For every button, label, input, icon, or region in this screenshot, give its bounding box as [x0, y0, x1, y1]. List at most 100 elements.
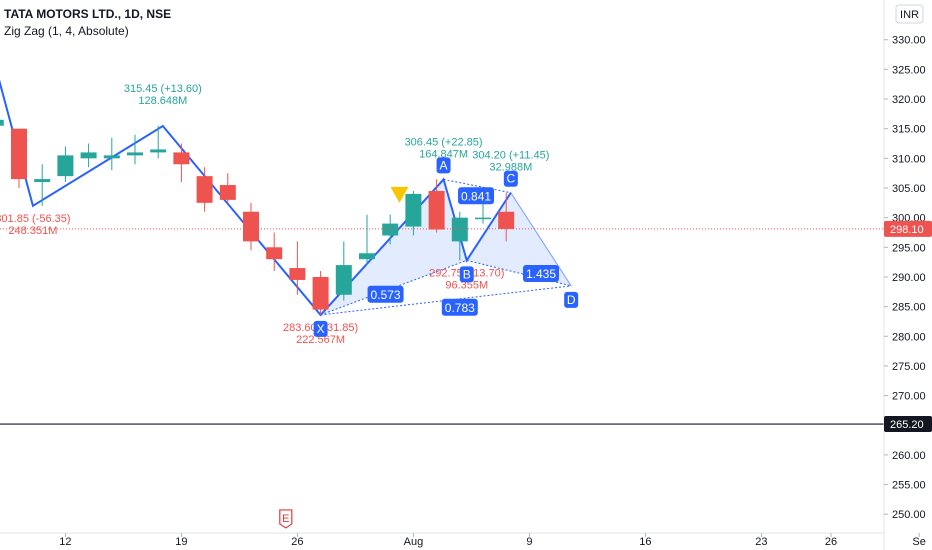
price-tick-label: 255.00	[892, 480, 926, 492]
candle	[11, 128, 27, 188]
last-price-label: 298.10	[890, 224, 924, 236]
candle	[312, 271, 329, 315]
pivot-volume-label: 164.847M	[419, 148, 468, 160]
currency-label: INR	[900, 9, 919, 21]
pattern-ratio-label: 0.841	[461, 189, 491, 203]
time-tick-label: 26	[825, 536, 837, 548]
pivot-volume-label: 222.567M	[296, 334, 345, 346]
time-axis[interactable]: 12 19 26 Aug 9 16 23 26 Se	[0, 532, 926, 548]
candle-body	[103, 155, 120, 159]
pivot-price-label: 304.20 (+11.45)	[472, 150, 549, 162]
symbol-title[interactable]: TATA MOTORS LTD., 1D, NSE	[4, 7, 172, 21]
time-tick-label: 23	[755, 536, 767, 548]
candle	[127, 134, 143, 165]
pattern-dotted-line	[443, 178, 511, 194]
pattern-point-a-label: A	[440, 158, 448, 172]
candle-body	[312, 276, 329, 310]
price-tick-label: 275.00	[892, 361, 926, 373]
earnings-event-label: E	[282, 513, 289, 525]
pattern-point-a-badge	[436, 157, 451, 174]
candle-body	[127, 152, 143, 156]
candle	[103, 137, 120, 171]
horizontal-level-tag	[884, 416, 932, 433]
candle	[173, 143, 190, 183]
price-tick-label: 250.00	[892, 509, 926, 521]
price-tick-label: 295.00	[892, 242, 926, 254]
candle	[359, 214, 375, 266]
candle-body	[196, 176, 213, 203]
price-tick-label: 320.00	[892, 94, 926, 106]
pattern-ratio-badge	[523, 265, 559, 282]
pivot-volume-label: 96.355M	[445, 279, 488, 291]
pivot-volume-label: 32.988M	[489, 162, 532, 174]
pattern-point-b-label: B	[463, 267, 471, 281]
pattern-ratio-badge	[458, 187, 495, 205]
horizontal-level-label: 265.20	[890, 419, 924, 431]
candle	[196, 167, 213, 212]
candle	[57, 146, 74, 183]
pattern-point-x-badge	[313, 320, 328, 337]
pattern-point-b-badge	[459, 266, 474, 283]
candle	[80, 143, 97, 168]
pivot-price-label: 315.45 (+13.60)	[124, 83, 202, 95]
time-tick-label: 19	[175, 536, 187, 548]
pattern-point-c-badge	[503, 170, 518, 187]
candle	[0, 119, 4, 126]
candle-body	[289, 268, 306, 280]
pivot-price-label: 306.45 (+22.85)	[405, 136, 483, 148]
price-tick-label: 325.00	[892, 64, 926, 76]
time-tick-label: 12	[59, 536, 71, 548]
pattern-ratio-label: 0.783	[445, 301, 475, 315]
pivot-labels: 315.45 (+13.60)128.648M 306.45 (+22.85)16…	[0, 83, 579, 529]
candle	[498, 192, 515, 242]
candle-body	[405, 193, 422, 227]
candle	[335, 241, 352, 301]
candle	[289, 241, 306, 295]
candle	[150, 125, 167, 159]
currency-badge	[895, 4, 924, 24]
time-tick-label: 9	[526, 536, 532, 548]
pattern-point-d-badge	[564, 291, 579, 308]
candle	[405, 190, 422, 236]
price-tick-label: 270.00	[892, 391, 926, 403]
candle-body	[451, 217, 468, 242]
candle-body	[34, 179, 51, 183]
candle	[266, 232, 283, 272]
pivot-price-label: 301.85 (-56.35)	[0, 213, 71, 225]
pattern-ratio-label: 1.435	[526, 267, 556, 281]
price-tick-label: 305.00	[892, 183, 926, 195]
price-tick-label: 280.00	[892, 331, 926, 343]
pattern-ratio-badge	[367, 285, 404, 303]
signal-triangle-icon	[390, 186, 409, 203]
candle-body	[80, 152, 97, 159]
price-axis[interactable]: 330.00325.00320.00315.00310.00305.00300.…	[883, 0, 932, 550]
price-tick-label: 260.00	[892, 450, 926, 462]
time-tick-label: Se	[912, 536, 925, 548]
candle-body	[243, 211, 259, 242]
candle	[34, 164, 51, 206]
pattern-cd-line	[510, 192, 572, 287]
candle-body	[359, 253, 375, 260]
candle-body	[0, 119, 4, 126]
pattern-point-d-label: D	[567, 293, 576, 307]
pattern-ratio-label: 0.573	[371, 288, 401, 302]
earnings-event-icon	[279, 509, 293, 529]
price-tick-label: 330.00	[892, 35, 926, 47]
candle	[451, 211, 468, 261]
time-tick-label: 26	[291, 536, 303, 548]
candle	[243, 202, 259, 251]
candlesticks	[0, 119, 515, 315]
candle-body	[11, 128, 27, 180]
candle-body	[498, 211, 515, 229]
candle-body	[382, 223, 399, 236]
horizontal-lines	[0, 228, 884, 425]
price-tick-label: 290.00	[892, 272, 926, 284]
pivot-volume-label: 128.648M	[138, 95, 187, 107]
candle-body	[219, 185, 236, 200]
price-tick-label: 285.00	[892, 302, 926, 314]
indicator-label[interactable]: Zig Zag (1, 4, Absolute)	[4, 24, 129, 38]
candle	[428, 179, 445, 233]
chart-legend: TATA MOTORS LTD., 1D, NSE Zig Zag (1, 4,…	[4, 6, 171, 40]
time-tick-label: 16	[639, 536, 651, 548]
